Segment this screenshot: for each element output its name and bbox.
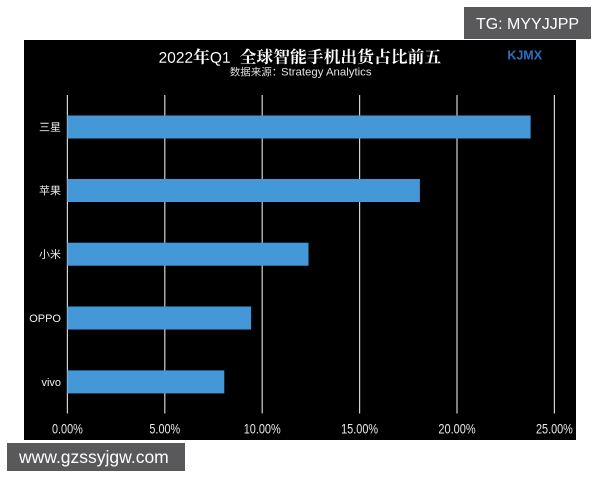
svg-text:10.00%: 10.00% — [244, 420, 281, 436]
svg-text:20.00%: 20.00% — [438, 420, 475, 436]
svg-text:OPPO: OPPO — [29, 313, 61, 325]
svg-text:KJMX: KJMX — [507, 49, 542, 63]
svg-text:25.00%: 25.00% — [536, 420, 573, 436]
svg-text:15.00%: 15.00% — [341, 420, 378, 436]
svg-text:Strategy Analytics: Strategy Analytics — [281, 67, 372, 79]
svg-text:5.00%: 5.00% — [149, 420, 180, 436]
svg-text:0.00%: 0.00% — [52, 420, 83, 436]
svg-text:vivo: vivo — [41, 377, 61, 389]
